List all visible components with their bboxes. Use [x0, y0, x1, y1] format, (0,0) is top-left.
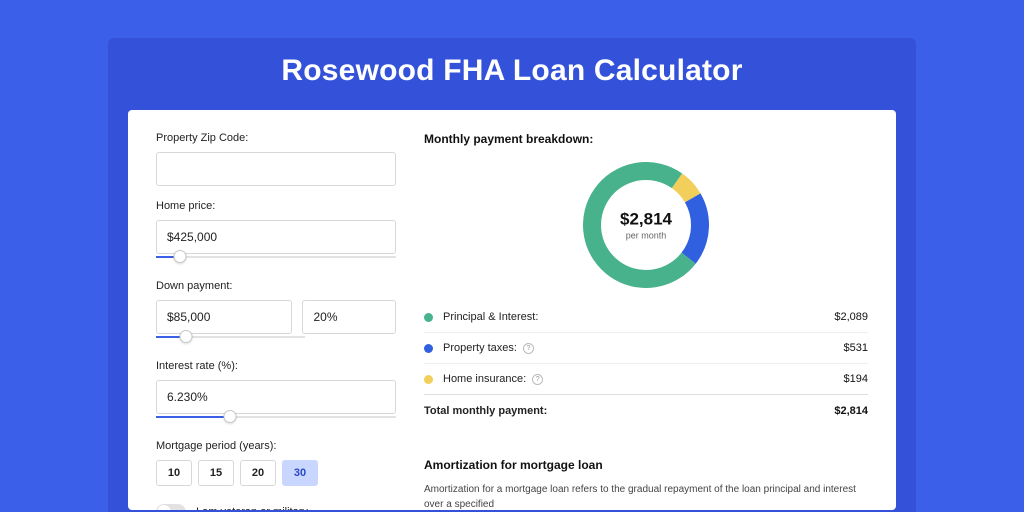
total-row: Total monthly payment: $2,814	[424, 394, 868, 426]
slider-track	[156, 256, 396, 258]
results-column: Monthly payment breakdown: $2,814 per mo…	[424, 132, 868, 510]
legend-row: Principal & Interest:$2,089	[424, 302, 868, 332]
period-field: Mortgage period (years): 10152030	[156, 440, 396, 486]
page-title: Rosewood FHA Loan Calculator	[108, 54, 916, 88]
form-column: Property Zip Code: Home price: Down paym…	[156, 132, 396, 510]
breakdown-title: Monthly payment breakdown:	[424, 132, 868, 146]
slider-fill	[156, 416, 230, 418]
amortization-title: Amortization for mortgage loan	[424, 458, 868, 472]
donut-sub: per month	[620, 231, 672, 241]
legend-row: Home insurance:?$194	[424, 363, 868, 394]
interest-slider[interactable]	[156, 412, 396, 426]
legend-label: Principal & Interest:	[443, 311, 834, 323]
legend-amount: $194	[844, 373, 868, 385]
hero-panel: Rosewood FHA Loan Calculator Property Zi…	[108, 38, 916, 512]
veteran-toggle[interactable]	[156, 504, 186, 510]
down-payment-label: Down payment:	[156, 280, 396, 292]
interest-field: Interest rate (%):	[156, 360, 396, 426]
period-label: Mortgage period (years):	[156, 440, 396, 452]
legend-amount: $2,089	[834, 311, 868, 323]
veteran-label: I am veteran or military	[196, 506, 308, 510]
toggle-knob	[157, 505, 171, 510]
home-price-field: Home price:	[156, 200, 396, 266]
slider-thumb[interactable]	[224, 410, 237, 423]
legend-amount: $531	[844, 342, 868, 354]
total-label: Total monthly payment:	[424, 405, 834, 417]
info-icon[interactable]: ?	[523, 343, 534, 354]
calculator-card: Property Zip Code: Home price: Down paym…	[128, 110, 896, 510]
donut-value: $2,814	[620, 210, 672, 230]
legend: Principal & Interest:$2,089Property taxe…	[424, 302, 868, 394]
legend-dot	[424, 344, 433, 353]
interest-input[interactable]	[156, 380, 396, 414]
slider-thumb[interactable]	[174, 250, 187, 263]
zip-input[interactable]	[156, 152, 396, 186]
info-icon[interactable]: ?	[532, 374, 543, 385]
legend-dot	[424, 313, 433, 322]
slider-thumb[interactable]	[179, 330, 192, 343]
home-price-slider[interactable]	[156, 252, 396, 266]
period-button-group: 10152030	[156, 460, 396, 486]
down-payment-input[interactable]	[156, 300, 292, 334]
legend-row: Property taxes:?$531	[424, 332, 868, 363]
total-amount: $2,814	[834, 405, 868, 417]
donut-center: $2,814 per month	[620, 210, 672, 241]
legend-label: Home insurance:?	[443, 373, 844, 385]
period-button-30[interactable]: 30	[282, 460, 318, 486]
donut-chart: $2,814 per month	[583, 162, 709, 288]
home-price-label: Home price:	[156, 200, 396, 212]
legend-label: Property taxes:?	[443, 342, 844, 354]
veteran-row: I am veteran or military	[156, 504, 396, 510]
down-payment-pct-input[interactable]	[302, 300, 396, 334]
period-button-15[interactable]: 15	[198, 460, 234, 486]
period-button-20[interactable]: 20	[240, 460, 276, 486]
period-button-10[interactable]: 10	[156, 460, 192, 486]
legend-dot	[424, 375, 433, 384]
down-payment-field: Down payment:	[156, 280, 396, 346]
amortization-section: Amortization for mortgage loan Amortizat…	[424, 444, 868, 510]
zip-label: Property Zip Code:	[156, 132, 396, 144]
amortization-text: Amortization for a mortgage loan refers …	[424, 482, 868, 510]
home-price-input[interactable]	[156, 220, 396, 254]
interest-label: Interest rate (%):	[156, 360, 396, 372]
donut-chart-wrap: $2,814 per month	[424, 158, 868, 302]
zip-field: Property Zip Code:	[156, 132, 396, 186]
down-payment-slider[interactable]	[156, 332, 305, 346]
